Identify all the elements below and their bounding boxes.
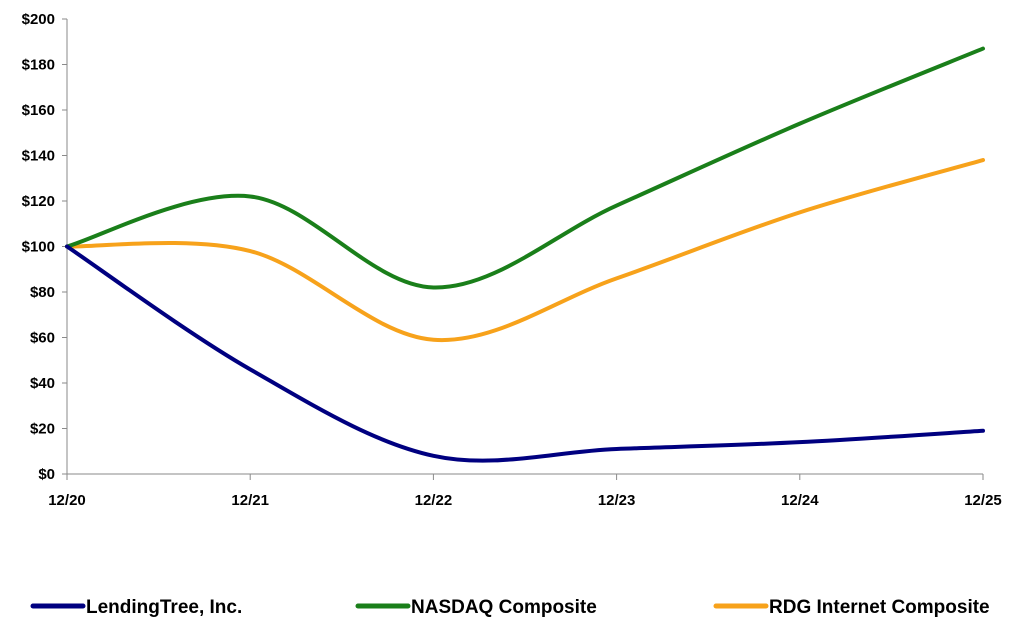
series-lines bbox=[65, 46, 985, 463]
y-tick-label: $140 bbox=[22, 148, 55, 165]
axes: $0 $20 $40 $60 $80 $100 $120 $140 $160 $180 $200 12… bbox=[22, 11, 1002, 509]
y-tick-label: $0 bbox=[38, 466, 55, 483]
x-tick-label: 12/23 bbox=[598, 492, 636, 509]
y-tick-label: $180 bbox=[22, 57, 55, 74]
y-tick-label: $200 bbox=[22, 11, 55, 28]
x-tick-label: 12/20 bbox=[48, 492, 86, 509]
y-tick-label: $120 bbox=[22, 193, 55, 210]
x-tick-label: 12/22 bbox=[415, 492, 453, 509]
y-tick-label: $60 bbox=[30, 330, 55, 347]
series-line-nasdaq-composite bbox=[65, 46, 985, 290]
y-tick-label: $40 bbox=[30, 375, 55, 392]
legend-label: RDG Internet Composite bbox=[769, 597, 990, 617]
y-tick-label: $80 bbox=[30, 284, 55, 301]
legend-label: NASDAQ Composite bbox=[411, 597, 597, 617]
legend-label: LendingTree, Inc. bbox=[86, 597, 242, 617]
y-tick-label: $160 bbox=[22, 102, 55, 119]
series-line-lendingtree-inc bbox=[65, 244, 985, 463]
x-tick-label: 12/25 bbox=[964, 492, 1002, 509]
y-tick-label: $20 bbox=[30, 421, 55, 438]
series-line-rdg-internet-composite bbox=[65, 158, 985, 343]
y-tick-label: $100 bbox=[22, 239, 55, 256]
x-tick-label: 12/21 bbox=[231, 492, 269, 509]
x-tick-label: 12/24 bbox=[781, 492, 819, 509]
legend: LendingTree, Inc. NASDAQ Composite RDG Int… bbox=[30, 597, 990, 618]
